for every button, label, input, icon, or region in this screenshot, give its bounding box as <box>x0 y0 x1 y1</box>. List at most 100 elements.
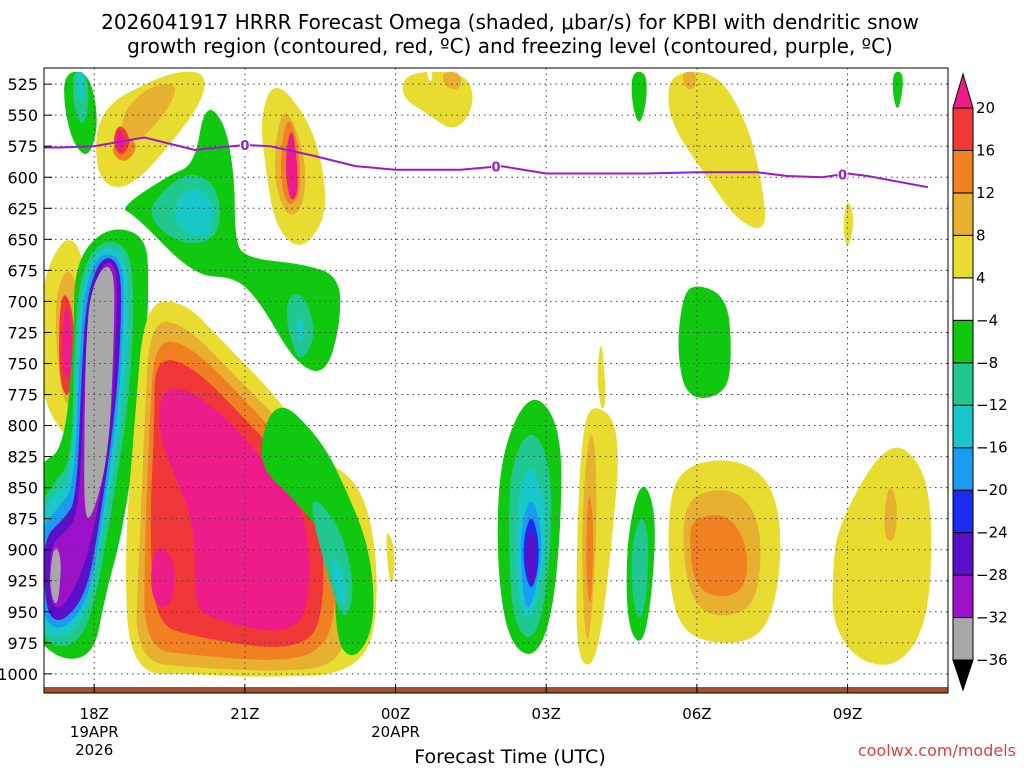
colorbar-label: 16 <box>976 141 995 159</box>
omega-region-5 <box>122 84 175 141</box>
omega-region-54 <box>597 345 606 409</box>
freezing-level-label: 0 <box>240 139 249 154</box>
omega-region-45 <box>526 529 537 584</box>
omega-region-62 <box>883 77 887 92</box>
colorbar-label: −36 <box>976 651 1008 669</box>
omega-region-56 <box>442 71 461 90</box>
freezing-level-line <box>44 136 929 189</box>
y-tick-label: 700 <box>7 292 38 311</box>
omega-region-19 <box>174 188 213 237</box>
x-tick-date: 19APR <box>70 723 119 741</box>
y-tick-label: 775 <box>7 386 38 405</box>
omega-region-17 <box>125 109 341 371</box>
omega-region-29 <box>50 548 61 604</box>
colorbar-swatch <box>952 617 974 661</box>
omega-region-63 <box>427 71 433 81</box>
colorbar-label: −8 <box>976 354 998 372</box>
credit-text: coolwx.com/models <box>858 741 1016 760</box>
x-tick-label: 09Z <box>833 705 862 723</box>
colorbar-swatch <box>952 149 974 194</box>
y-tick-label: 950 <box>7 603 38 622</box>
colorbar-swatch <box>952 362 974 406</box>
y-tick-label: 550 <box>7 106 38 125</box>
colorbar-label: 20 <box>976 99 995 117</box>
x-axis-label: Forecast Time (UTC) <box>414 746 605 768</box>
colorbar-label: −28 <box>976 566 1008 584</box>
omega-region-34 <box>159 388 309 631</box>
colorbar-swatch <box>952 404 974 449</box>
omega-region-28 <box>84 267 115 518</box>
colorbar-label: −20 <box>976 481 1008 499</box>
colorbar-swatch <box>952 107 974 151</box>
omega-region-65 <box>832 447 932 665</box>
x-tick-label: 21Z <box>230 705 259 723</box>
omega-region-50 <box>631 519 649 618</box>
omega-shading <box>44 71 932 677</box>
y-tick-label: 675 <box>7 261 38 280</box>
y-tick-label: 825 <box>7 448 38 467</box>
plot-frame <box>43 67 949 694</box>
freezing-level-contour: 0 0 0 <box>44 136 929 189</box>
colorbar-arrow-bottom <box>952 659 974 692</box>
x-tick-label: 18Z <box>80 705 109 723</box>
y-tick-label: 875 <box>7 510 38 529</box>
omega-region-35 <box>151 548 175 608</box>
omega-region-66 <box>884 488 897 541</box>
y-axis: 525 550 575 600 625 650 675 700 725 750 775 800 825 8… <box>0 75 52 684</box>
colorbar-label: 12 <box>976 184 995 202</box>
colorbar: 20 16 12 8 4 −4 −8 −12 −16 −20 −24 −28 −32 −36 <box>952 72 1008 692</box>
chart-title-line2: growth region (contoured, red, ºC) and f… <box>127 34 893 58</box>
colorbar-label: −16 <box>976 439 1008 457</box>
x-tick-label: 06Z <box>682 705 711 723</box>
colorbar-label: −32 <box>976 609 1008 627</box>
freezing-level-label: 0 <box>838 168 847 183</box>
y-tick-label: 525 <box>7 75 38 94</box>
y-tick-label: 600 <box>7 168 38 187</box>
omega-region-58 <box>682 71 696 90</box>
omega-region-16 <box>62 306 72 379</box>
colorbar-swatch <box>952 574 974 619</box>
omega-region-61 <box>892 71 903 108</box>
omega-region-39 <box>386 533 395 583</box>
y-tick-label: 725 <box>7 323 38 342</box>
x-tick-label: 03Z <box>532 705 561 723</box>
x-tick-year: 2026 <box>75 741 113 759</box>
colorbar-swatch <box>952 234 974 279</box>
y-tick-label: 1000 <box>0 665 38 684</box>
omega-region-59 <box>678 286 731 398</box>
omega-region-57 <box>668 71 766 229</box>
x-tick-label: 00Z <box>381 705 410 723</box>
freezing-level-label: 0 <box>491 161 500 176</box>
y-tick-label: 975 <box>7 634 38 653</box>
y-tick-label: 750 <box>7 354 38 373</box>
y-tick-label: 625 <box>7 199 38 218</box>
colorbar-arrow-top <box>952 72 974 109</box>
omega-region-3 <box>77 71 85 101</box>
y-tick-label: 650 <box>7 230 38 249</box>
omega-region-38 <box>332 557 346 606</box>
omega-region-12 <box>285 132 298 200</box>
omega-region-21 <box>296 317 305 342</box>
colorbar-swatch <box>952 489 974 534</box>
omega-region-64 <box>843 202 854 245</box>
colorbar-label: 4 <box>976 269 986 287</box>
freezing-label-bg <box>837 166 848 182</box>
colorbar-label: −12 <box>976 396 1008 414</box>
x-tick-date: 20APR <box>371 723 420 741</box>
colorbar-label: 8 <box>976 226 986 244</box>
colorbar-swatch <box>952 319 974 364</box>
omega-region-60 <box>631 71 647 122</box>
colorbar-swatch <box>952 277 974 321</box>
colorbar-label: −24 <box>976 524 1008 542</box>
y-tick-label: 800 <box>7 417 38 436</box>
colorbar-swatch <box>952 532 974 576</box>
y-tick-label: 575 <box>7 137 38 156</box>
freezing-label-bg <box>491 158 501 174</box>
freezing-label-bg <box>239 136 250 152</box>
colorbar-swatch <box>952 192 974 236</box>
ground-strip <box>44 687 948 693</box>
chart-title-line1: 2026041917 HRRR Forecast Omega (shaded, … <box>101 10 919 34</box>
y-tick-label: 850 <box>7 479 38 498</box>
